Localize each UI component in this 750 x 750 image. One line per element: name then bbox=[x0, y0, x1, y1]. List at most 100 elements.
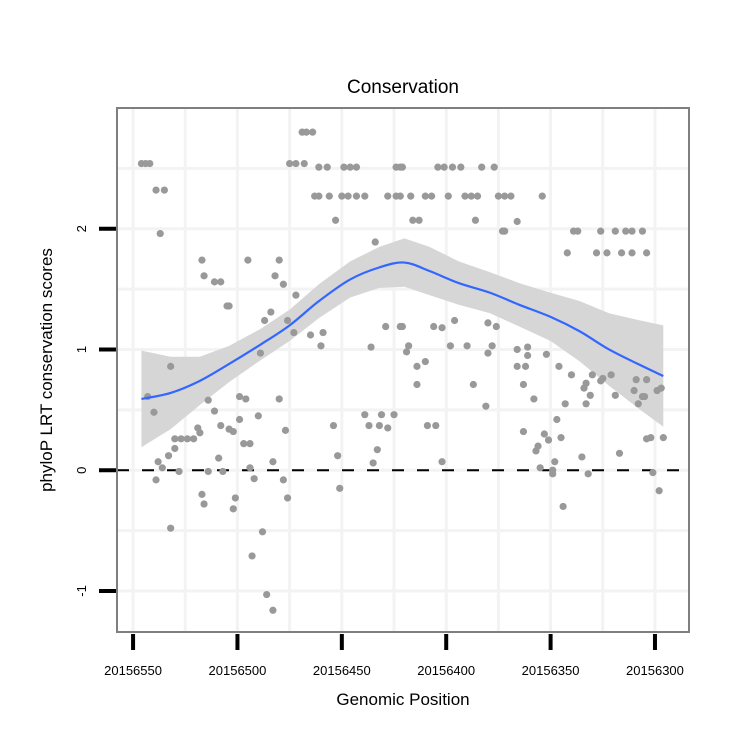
data-point bbox=[421, 192, 429, 200]
data-point bbox=[647, 434, 655, 442]
data-point bbox=[457, 163, 465, 171]
data-point bbox=[323, 163, 331, 171]
data-point bbox=[290, 328, 298, 337]
data-point bbox=[501, 192, 509, 200]
data-point bbox=[544, 436, 553, 444]
smooth-line bbox=[141, 261, 664, 401]
data-point bbox=[384, 192, 392, 200]
data-point bbox=[146, 159, 154, 168]
data-point bbox=[344, 192, 352, 200]
data-point bbox=[152, 476, 160, 484]
data-point bbox=[617, 249, 626, 257]
confidence-band-group bbox=[141, 238, 664, 448]
data-point bbox=[190, 435, 198, 443]
data-point bbox=[398, 322, 406, 331]
data-point bbox=[167, 362, 175, 370]
data-point bbox=[338, 192, 346, 200]
data-point bbox=[461, 192, 469, 200]
data-point bbox=[365, 421, 373, 430]
data-point bbox=[536, 464, 544, 472]
data-point bbox=[369, 459, 377, 467]
data-point bbox=[478, 163, 486, 171]
data-point bbox=[643, 249, 651, 257]
data-point bbox=[586, 391, 594, 399]
data-point bbox=[396, 192, 404, 200]
data-point bbox=[628, 227, 636, 235]
data-point bbox=[599, 374, 607, 383]
data-point bbox=[578, 453, 586, 461]
data-point bbox=[248, 552, 256, 560]
data-point bbox=[615, 449, 624, 457]
data-point bbox=[430, 322, 438, 331]
data-point bbox=[423, 421, 432, 430]
data-point bbox=[450, 316, 459, 325]
data-point bbox=[398, 163, 406, 171]
data-point bbox=[542, 350, 551, 358]
data-point bbox=[524, 351, 532, 360]
data-point bbox=[484, 319, 492, 327]
data-point bbox=[204, 467, 212, 476]
data-point bbox=[167, 524, 175, 532]
data-point bbox=[438, 324, 446, 332]
data-point bbox=[377, 411, 386, 419]
data-point bbox=[235, 415, 244, 424]
data-point bbox=[150, 408, 158, 416]
data-point bbox=[413, 362, 421, 370]
data-point bbox=[513, 362, 521, 370]
x-tick-label: 20156550 bbox=[104, 663, 162, 678]
data-point bbox=[263, 590, 271, 599]
data-point bbox=[407, 192, 415, 200]
data-point bbox=[584, 470, 592, 478]
data-point bbox=[469, 380, 477, 389]
data-point bbox=[448, 163, 457, 171]
data-point bbox=[198, 490, 206, 498]
data-point bbox=[659, 434, 667, 442]
data-point bbox=[440, 163, 448, 171]
data-point bbox=[352, 192, 361, 200]
data-point bbox=[346, 163, 354, 171]
y-tick-label: -1 bbox=[74, 585, 89, 597]
data-point bbox=[217, 421, 225, 430]
data-point bbox=[494, 192, 503, 200]
data-point bbox=[373, 446, 381, 454]
data-point bbox=[513, 217, 521, 226]
data-point bbox=[473, 192, 482, 200]
data-point bbox=[563, 249, 571, 257]
data-point bbox=[246, 464, 254, 472]
data-point bbox=[580, 384, 588, 392]
data-point bbox=[319, 328, 327, 337]
data-point bbox=[250, 475, 258, 483]
y-tick-label: 2 bbox=[74, 225, 89, 232]
data-point bbox=[325, 192, 333, 200]
data-point bbox=[574, 227, 582, 235]
data-point bbox=[471, 216, 480, 224]
data-point bbox=[567, 371, 576, 379]
data-point bbox=[559, 502, 567, 511]
data-point bbox=[286, 159, 294, 168]
y-axis: -1 0 1 2 bbox=[74, 225, 116, 597]
data-point bbox=[367, 343, 375, 351]
data-point bbox=[275, 256, 283, 264]
x-tick-label: 20156450 bbox=[313, 663, 371, 678]
data-point bbox=[300, 159, 308, 168]
data-point bbox=[306, 331, 315, 339]
data-point bbox=[628, 249, 636, 257]
smooth-line-group bbox=[141, 261, 664, 401]
data-point bbox=[204, 396, 212, 404]
data-point bbox=[632, 376, 640, 384]
x-axis-title: Genomic Position bbox=[336, 690, 469, 709]
data-point bbox=[582, 400, 590, 408]
data-point bbox=[611, 227, 619, 235]
data-point bbox=[352, 163, 361, 171]
data-point bbox=[292, 291, 300, 299]
data-point bbox=[432, 421, 440, 430]
data-point bbox=[428, 192, 436, 200]
x-tick-label: 20156300 bbox=[626, 663, 684, 678]
data-point bbox=[229, 427, 237, 436]
data-point bbox=[588, 371, 596, 379]
data-point bbox=[254, 412, 262, 420]
data-point bbox=[555, 362, 563, 370]
data-point bbox=[329, 421, 338, 430]
data-point bbox=[490, 163, 498, 171]
data-point bbox=[603, 249, 611, 257]
